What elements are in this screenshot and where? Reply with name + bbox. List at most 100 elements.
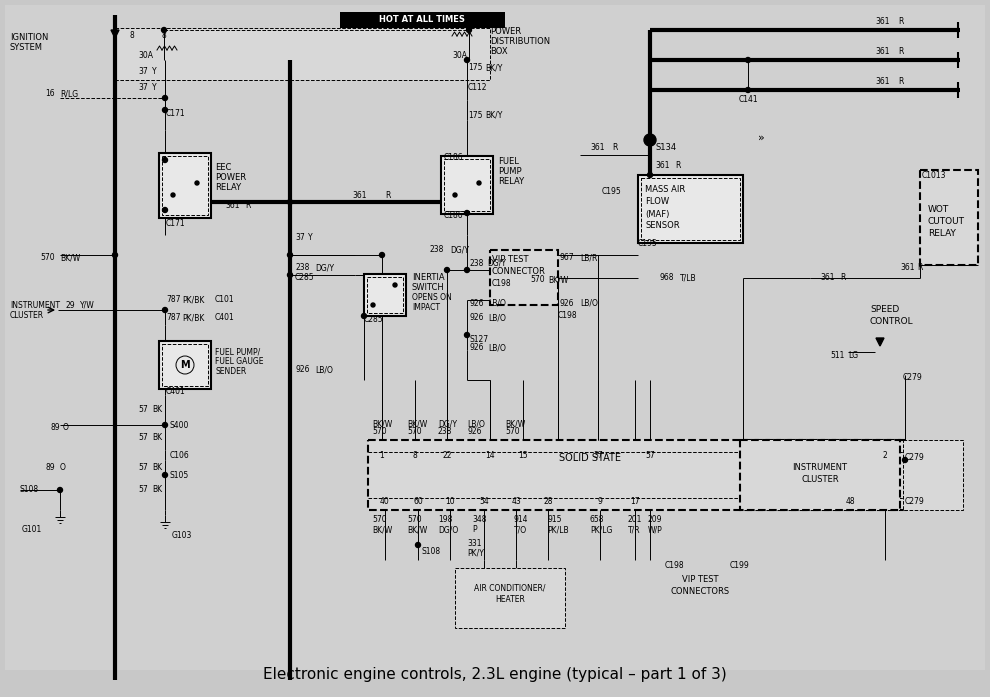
- Circle shape: [162, 307, 167, 312]
- Text: C141: C141: [739, 95, 757, 105]
- Text: CLUSTER: CLUSTER: [801, 475, 839, 484]
- Text: P: P: [472, 526, 476, 535]
- Circle shape: [287, 252, 292, 257]
- Text: AIR CONDITIONER/: AIR CONDITIONER/: [474, 583, 545, 592]
- Text: 570: 570: [372, 427, 387, 436]
- Text: R: R: [898, 47, 903, 56]
- Text: 201: 201: [628, 516, 643, 525]
- Circle shape: [464, 332, 469, 337]
- Circle shape: [477, 181, 481, 185]
- Text: S108: S108: [20, 486, 40, 494]
- Text: 57: 57: [139, 406, 148, 415]
- Text: VIP TEST: VIP TEST: [682, 576, 719, 585]
- Text: RELAY: RELAY: [928, 229, 956, 238]
- Text: C171: C171: [166, 109, 186, 118]
- Text: EEC: EEC: [215, 164, 232, 172]
- Text: C199: C199: [730, 560, 749, 569]
- Text: 968: 968: [660, 273, 674, 282]
- Circle shape: [161, 27, 166, 33]
- Text: Y: Y: [152, 84, 156, 93]
- Circle shape: [745, 88, 750, 93]
- Text: 16: 16: [46, 89, 55, 98]
- Text: LB/O: LB/O: [488, 344, 506, 353]
- Text: PK/BK: PK/BK: [182, 296, 204, 305]
- Text: 8: 8: [161, 31, 166, 40]
- Bar: [903, 440, 963, 510]
- Text: 60: 60: [413, 498, 423, 507]
- Text: PUMP: PUMP: [498, 167, 522, 176]
- Text: Electronic engine controls, 2.3L engine (typical – part 1 of 3): Electronic engine controls, 2.3L engine …: [263, 668, 727, 682]
- Text: HEATER: HEATER: [495, 595, 525, 604]
- Circle shape: [195, 181, 199, 185]
- Text: 787: 787: [166, 314, 180, 323]
- Text: SENDER: SENDER: [215, 367, 247, 376]
- Text: 238: 238: [470, 259, 484, 268]
- Text: POWER: POWER: [215, 174, 247, 183]
- Text: PK/LB: PK/LB: [547, 526, 568, 535]
- Text: 37: 37: [593, 452, 603, 461]
- Text: C106: C106: [170, 450, 190, 459]
- Text: R: R: [917, 263, 923, 273]
- Text: LB/O: LB/O: [467, 420, 485, 429]
- Text: LB/O: LB/O: [488, 298, 506, 307]
- Text: R: R: [898, 77, 903, 86]
- Text: 511: 511: [831, 351, 845, 360]
- Bar: [641, 178, 740, 240]
- Text: 8: 8: [130, 31, 135, 40]
- Text: 9: 9: [598, 498, 603, 507]
- Text: 89: 89: [46, 463, 55, 471]
- Text: C285: C285: [364, 316, 384, 325]
- Text: 40: 40: [380, 498, 390, 507]
- Text: BK/W: BK/W: [372, 420, 392, 429]
- Text: T/LB: T/LB: [680, 273, 697, 282]
- Text: Y: Y: [308, 233, 313, 243]
- Text: Y/W: Y/W: [80, 300, 95, 309]
- Text: POWER: POWER: [490, 27, 521, 36]
- Text: PK/BK: PK/BK: [182, 314, 204, 323]
- Circle shape: [162, 473, 167, 477]
- Text: OPENS ON: OPENS ON: [412, 293, 451, 302]
- Text: SYSTEM: SYSTEM: [10, 43, 43, 52]
- Text: 926: 926: [295, 365, 310, 374]
- Text: S134: S134: [655, 144, 676, 153]
- Circle shape: [113, 252, 118, 257]
- Text: R: R: [385, 190, 390, 199]
- Text: S105: S105: [170, 470, 189, 480]
- Text: G101: G101: [22, 526, 42, 535]
- Text: C285: C285: [295, 273, 315, 282]
- Text: 570: 570: [407, 427, 422, 436]
- Circle shape: [466, 27, 471, 33]
- Text: IGNITION: IGNITION: [10, 33, 49, 43]
- Bar: [162, 344, 208, 386]
- Text: 57: 57: [139, 486, 148, 494]
- Text: BK/W: BK/W: [505, 420, 526, 429]
- Text: 89: 89: [50, 424, 60, 433]
- Text: C195: C195: [602, 187, 622, 197]
- Text: 54: 54: [479, 498, 489, 507]
- Text: R: R: [898, 17, 903, 26]
- Text: CUTOUT: CUTOUT: [928, 217, 965, 227]
- Text: 238: 238: [438, 427, 452, 436]
- Text: R: R: [245, 201, 250, 210]
- Text: 915: 915: [547, 516, 561, 525]
- Text: C279: C279: [903, 374, 923, 383]
- Text: BK/W: BK/W: [548, 275, 568, 284]
- Circle shape: [371, 303, 375, 307]
- Text: CONNECTOR: CONNECTOR: [492, 268, 545, 277]
- Bar: [368, 440, 906, 510]
- Circle shape: [903, 457, 908, 463]
- Text: 926: 926: [470, 298, 484, 307]
- Text: 570: 570: [505, 427, 520, 436]
- Text: BK/W: BK/W: [60, 254, 80, 263]
- Bar: [638, 175, 743, 243]
- Text: 570: 570: [372, 516, 387, 525]
- Text: »: »: [758, 133, 764, 143]
- Bar: [162, 155, 208, 215]
- Text: S108: S108: [422, 548, 442, 556]
- Text: 2: 2: [883, 452, 887, 461]
- Text: C112: C112: [468, 84, 487, 93]
- Text: FUEL PUMP/: FUEL PUMP/: [215, 348, 260, 356]
- Text: BK/W: BK/W: [407, 526, 428, 535]
- Circle shape: [162, 208, 167, 213]
- Text: S127: S127: [470, 335, 489, 344]
